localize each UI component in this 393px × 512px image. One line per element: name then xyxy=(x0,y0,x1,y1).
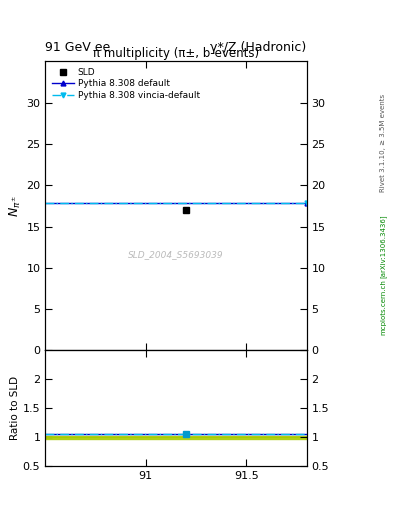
Y-axis label: $N_{\pi^{\pm}}$: $N_{\pi^{\pm}}$ xyxy=(8,195,24,217)
Text: mcplots.cern.ch: mcplots.cern.ch xyxy=(380,279,386,335)
Text: γ*/Z (Hadronic): γ*/Z (Hadronic) xyxy=(210,41,307,54)
Legend: SLD, Pythia 8.308 default, Pythia 8.308 vincia-default: SLD, Pythia 8.308 default, Pythia 8.308 … xyxy=(50,66,202,102)
Text: Rivet 3.1.10, ≥ 3.5M events: Rivet 3.1.10, ≥ 3.5M events xyxy=(380,94,386,193)
Text: SLD_2004_S5693039: SLD_2004_S5693039 xyxy=(128,250,224,260)
Y-axis label: Ratio to SLD: Ratio to SLD xyxy=(10,376,20,440)
Text: 91 GeV ee: 91 GeV ee xyxy=(45,41,110,54)
Title: π multiplicity (π±, b-events): π multiplicity (π±, b-events) xyxy=(93,47,259,60)
Text: [arXiv:1306.3436]: [arXiv:1306.3436] xyxy=(380,214,387,278)
Bar xyxy=(45,436,307,439)
